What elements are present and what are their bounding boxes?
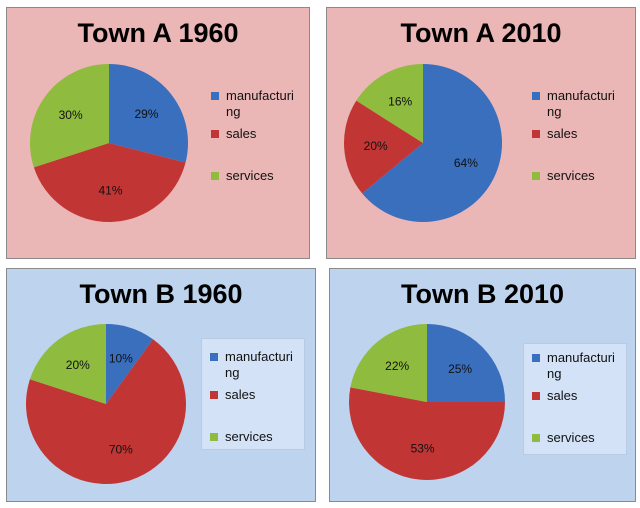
legend-swatch [211,172,219,180]
pie-chart-town-a-1960: 29% 41% 30% [29,64,188,222]
data-label-services: 20% [66,358,90,372]
pie-chart-town-b-1960: 10% 70% 20% [25,324,187,484]
pie-slice-manufacturing [427,324,505,402]
pie-slice-services [356,64,423,143]
legend-label: manufacturing [547,350,615,381]
legend-label: sales [226,126,257,141]
data-label-services: 22% [385,359,409,373]
data-label-manufacturing: 10% [109,351,133,365]
data-label-manufacturing: 25% [448,362,472,376]
legend-swatch [532,172,540,180]
pie-slice-services [29,64,110,168]
data-label-sales: 70% [109,443,133,457]
legend-swatch [210,391,218,399]
pie-slice-sales [349,387,505,480]
legend-swatch [210,353,218,361]
legend-swatch [210,433,218,441]
legend-swatch [211,130,219,138]
pie-slice-services [350,324,427,402]
legend: manufacturing sales services [523,343,627,455]
legend-label: services [225,429,273,444]
chart-title: Town B 2010 [400,279,565,309]
legend-label: sales [547,126,578,141]
legend-swatch [532,354,540,362]
legend-label: manufacturing [547,88,615,119]
legend-swatch [532,92,540,100]
legend-label: services [547,168,595,183]
legend-swatch [532,130,540,138]
legend-label: services [547,430,595,445]
legend: manufacturing sales services [201,338,305,450]
pie-slice-sales [25,339,187,484]
data-label-manufacturing: 29% [134,107,158,121]
chart-title: Town A 2010 [400,18,562,48]
pie-slice-manufacturing [109,64,188,163]
legend-label: manufacturing [225,349,293,380]
legend-label: manufacturing [226,88,294,119]
pie-slice-manufacturing [106,324,154,404]
chart-panel-town-b-2010: Town B 2010 25% 53% 22% manufacturing sale… [329,268,636,502]
data-label-sales: 53% [411,442,435,456]
data-label-sales: 41% [98,183,122,197]
chart-title: Town A 1960 [77,18,239,48]
pie-chart-town-a-2010: 64% 20% 16% [344,64,502,222]
legend-label: services [226,168,274,183]
legend-label: sales [547,388,578,403]
pie-slice-sales [33,143,186,222]
legend: manufacturing sales services [203,86,307,198]
pie-slice-manufacturing [362,64,502,222]
legend-swatch [532,434,540,442]
pie-chart-town-b-2010: 25% 53% 22% [349,324,505,480]
data-label-sales: 20% [364,139,388,153]
chart-panel-town-b-1960: Town B 1960 10% 70% 20% manufacturing sale… [6,268,316,502]
data-label-services: 30% [59,108,83,122]
pie-slice-sales [344,100,423,194]
data-label-manufacturing: 64% [454,156,478,170]
chart-title: Town B 1960 [79,279,243,309]
legend-swatch [211,92,219,100]
chart-panel-town-a-2010: Town A 2010 64% 20% 16% manufacturing sale… [326,7,636,259]
pie-slice-services [29,324,106,404]
chart-panel-town-a-1960: Town A 1960 29% 41% 30% manufacturing sale… [6,7,310,259]
legend-label: sales [225,387,256,402]
legend-swatch [532,392,540,400]
data-label-services: 16% [388,94,412,108]
legend: manufacturing sales services [524,86,628,198]
